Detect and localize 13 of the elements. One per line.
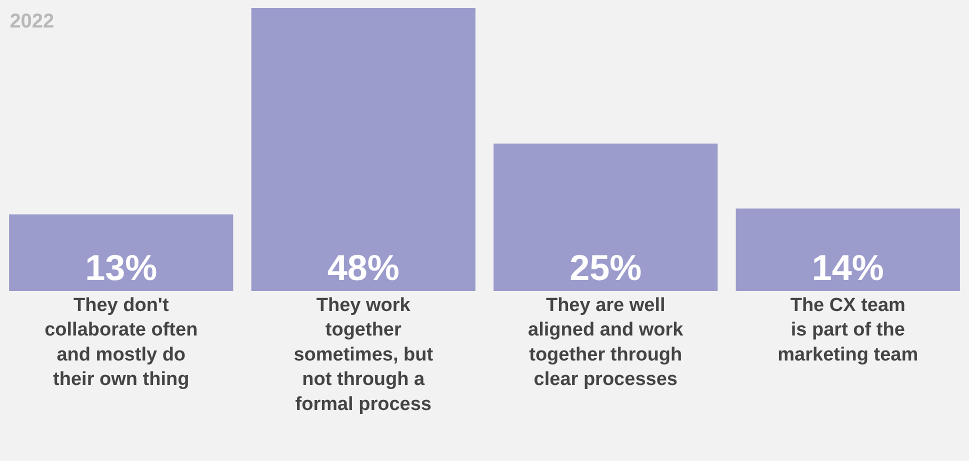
x-tick-label: They don't collaborate often and mostly do their own thing xyxy=(44,295,198,390)
bar xyxy=(494,144,718,291)
x-tick-label: The CX team is part of the marketing team xyxy=(778,295,918,366)
data-label: 14% xyxy=(812,247,884,288)
data-label: 13% xyxy=(85,247,158,288)
data-label: 25% xyxy=(570,247,642,288)
bar xyxy=(9,214,234,291)
bar xyxy=(251,8,476,291)
x-tick-label: They are well aligned and work together through clear processes xyxy=(528,295,684,390)
data-label: 48% xyxy=(327,247,400,288)
x-tick-label: They work together sometimes, but not through a formal process xyxy=(294,295,434,415)
chart-title: 2022 xyxy=(10,10,54,33)
bar xyxy=(736,208,960,291)
